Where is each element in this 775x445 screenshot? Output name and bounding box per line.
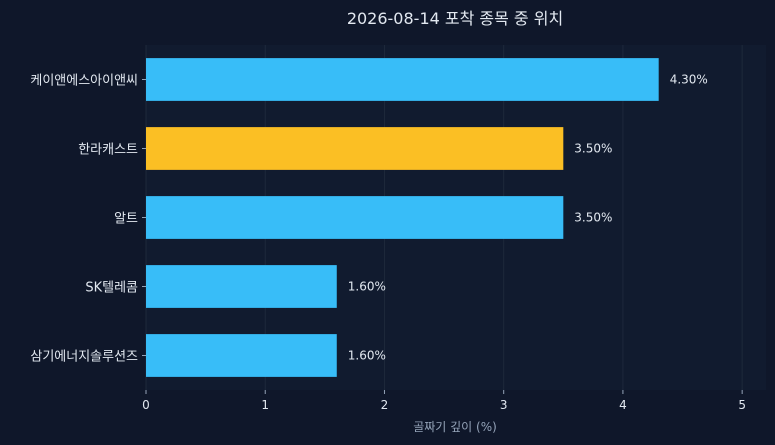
chart-title: 2026-08-14 포착 종목 중 위치 bbox=[347, 9, 563, 28]
bar bbox=[146, 196, 564, 239]
x-tick-label: 2 bbox=[381, 398, 389, 412]
x-tick-label: 4 bbox=[619, 398, 627, 412]
bar-value-label: 3.50% bbox=[574, 142, 612, 156]
bar-value-label: 1.60% bbox=[348, 349, 386, 363]
bar bbox=[146, 127, 564, 170]
x-tick-label: 5 bbox=[738, 398, 746, 412]
bars bbox=[146, 58, 659, 377]
bar bbox=[146, 58, 659, 101]
bar-value-label: 3.50% bbox=[574, 211, 612, 225]
y-category-label: 알트 bbox=[114, 212, 138, 227]
y-category-label: 케이앤에스아이앤씨 bbox=[30, 74, 138, 89]
bar-value-label: 4.30% bbox=[670, 73, 708, 87]
x-tick-label: 1 bbox=[261, 398, 269, 412]
x-tick-label: 3 bbox=[500, 398, 508, 412]
value-labels: 4.30% 3.50% 3.50% 1.60% 1.60% bbox=[348, 73, 708, 363]
y-category-label: 삼기에너지솔루션즈 bbox=[30, 350, 138, 365]
bar bbox=[146, 265, 337, 308]
x-tick-label: 0 bbox=[142, 398, 150, 412]
y-category-label: SK텔레콤 bbox=[85, 281, 138, 296]
bar-value-label: 1.60% bbox=[348, 280, 386, 294]
bar bbox=[146, 334, 337, 377]
x-axis-title: 골짜기 깊이 (%) bbox=[413, 420, 497, 434]
x-axis: 0 1 2 3 4 5 bbox=[142, 390, 746, 412]
y-category-label: 한라캐스트 bbox=[78, 143, 138, 158]
